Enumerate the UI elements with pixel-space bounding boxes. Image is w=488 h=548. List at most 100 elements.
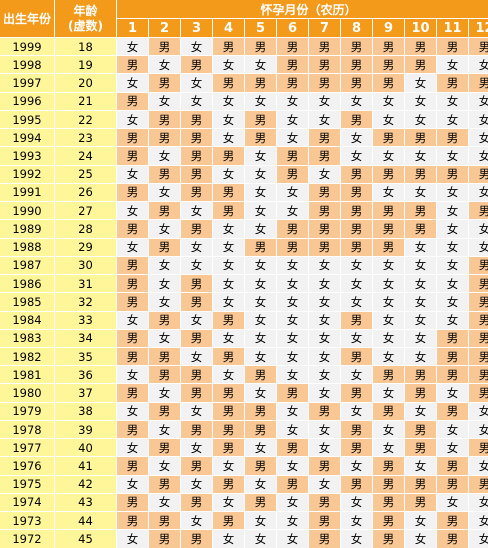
gender-cell: 男 <box>181 165 212 183</box>
gender-cell: 男 <box>117 457 148 475</box>
gender-cell: 女 <box>245 256 276 275</box>
gender-cell: 男 <box>149 366 180 384</box>
gender-cell: 女 <box>373 293 404 311</box>
gender-cell: 女 <box>245 439 276 457</box>
birth-year-cell: 1995 <box>0 110 54 129</box>
gender-cell: 女 <box>245 475 276 493</box>
gender-cell: 女 <box>181 475 212 493</box>
birth-year-cell: 1993 <box>0 147 54 165</box>
month-header-8: 8 <box>341 19 372 37</box>
gender-cell: 男 <box>469 329 488 347</box>
gender-cell: 女 <box>405 329 436 347</box>
gender-cell: 女 <box>469 530 488 548</box>
age-cell: 40 <box>55 439 116 457</box>
gender-cell: 女 <box>309 366 340 384</box>
gender-cell: 女 <box>245 56 276 74</box>
gender-cell: 女 <box>469 512 488 530</box>
gender-cell: 女 <box>245 92 276 110</box>
gender-cell: 女 <box>469 238 488 256</box>
gender-cell: 男 <box>373 402 404 420</box>
gender-cell: 女 <box>181 439 212 457</box>
birth-year-cell: 1989 <box>0 220 54 238</box>
month-header-9: 9 <box>373 19 404 37</box>
gender-cell: 男 <box>181 530 212 548</box>
gender-cell: 女 <box>405 275 436 293</box>
gender-cell: 男 <box>149 512 180 530</box>
gender-cell: 男 <box>309 402 340 420</box>
gender-cell: 男 <box>277 38 308 56</box>
age-cell: 22 <box>55 110 116 129</box>
gender-cell: 男 <box>117 183 148 202</box>
gender-cell: 女 <box>245 293 276 311</box>
gender-cell: 女 <box>213 238 244 256</box>
age-cell: 42 <box>55 475 116 493</box>
gender-cell: 男 <box>373 202 404 220</box>
birth-year-cell: 1992 <box>0 165 54 183</box>
gender-cell: 女 <box>213 129 244 147</box>
gender-cell: 女 <box>405 512 436 530</box>
gender-cell: 女 <box>117 311 148 329</box>
gender-cell: 男 <box>277 439 308 457</box>
birth-year-cell: 1974 <box>0 493 54 512</box>
gender-cell: 男 <box>373 512 404 530</box>
gender-cell: 男 <box>469 366 488 384</box>
gender-cell: 男 <box>469 74 488 92</box>
gender-cell: 男 <box>117 420 148 439</box>
gender-cell: 男 <box>277 475 308 493</box>
gender-cell: 男 <box>469 347 488 366</box>
gender-cell: 男 <box>341 347 372 366</box>
birth-year-cell: 1990 <box>0 202 54 220</box>
age-header: 年龄 (虚数) <box>55 0 116 37</box>
gender-cell: 女 <box>341 256 372 275</box>
age-cell: 29 <box>55 238 116 256</box>
gender-cell: 男 <box>309 183 340 202</box>
age-cell: 23 <box>55 129 116 147</box>
gender-cell: 男 <box>437 530 468 548</box>
gender-cell: 男 <box>405 202 436 220</box>
gender-cell: 男 <box>149 74 180 92</box>
birth-year-cell: 1979 <box>0 402 54 420</box>
gender-cell: 女 <box>469 56 488 74</box>
gender-cell: 男 <box>117 275 148 293</box>
gender-cell: 女 <box>213 275 244 293</box>
gender-cell: 男 <box>437 366 468 384</box>
birth-year-cell: 1987 <box>0 256 54 275</box>
gender-cell: 男 <box>373 165 404 183</box>
gender-cell: 男 <box>181 293 212 311</box>
gender-cell: 男 <box>405 366 436 384</box>
gender-cell: 男 <box>149 110 180 129</box>
gender-cell: 男 <box>245 420 276 439</box>
gender-cell: 男 <box>181 147 212 165</box>
gender-cell: 男 <box>181 56 212 74</box>
birth-year-cell: 1991 <box>0 183 54 202</box>
gender-cell: 女 <box>277 457 308 475</box>
gender-cell: 女 <box>437 220 468 238</box>
gender-cell: 女 <box>149 493 180 512</box>
birth-year-cell: 1996 <box>0 92 54 110</box>
age-cell: 37 <box>55 384 116 402</box>
gender-cell: 男 <box>309 56 340 74</box>
gender-cell: 女 <box>181 347 212 366</box>
gender-cell: 女 <box>213 493 244 512</box>
gender-cell: 女 <box>277 402 308 420</box>
gender-cell: 女 <box>373 439 404 457</box>
gender-cell: 男 <box>181 420 212 439</box>
gender-cell: 男 <box>117 329 148 347</box>
gender-cell: 女 <box>373 347 404 366</box>
gender-cell: 男 <box>181 183 212 202</box>
gender-cell: 女 <box>117 238 148 256</box>
birth-year-cell: 1972 <box>0 530 54 548</box>
gender-cell: 女 <box>181 238 212 256</box>
gender-cell: 女 <box>149 293 180 311</box>
gender-cell: 男 <box>341 384 372 402</box>
age-cell: 28 <box>55 220 116 238</box>
gender-cell: 女 <box>437 311 468 329</box>
gender-cell: 女 <box>341 512 372 530</box>
gender-cell: 男 <box>437 347 468 366</box>
gender-cell: 女 <box>341 493 372 512</box>
gender-cell: 男 <box>341 238 372 256</box>
month-header-4: 4 <box>213 19 244 37</box>
gender-cell: 女 <box>181 402 212 420</box>
month-header-12: 12 <box>469 19 488 37</box>
gender-cell: 女 <box>149 275 180 293</box>
